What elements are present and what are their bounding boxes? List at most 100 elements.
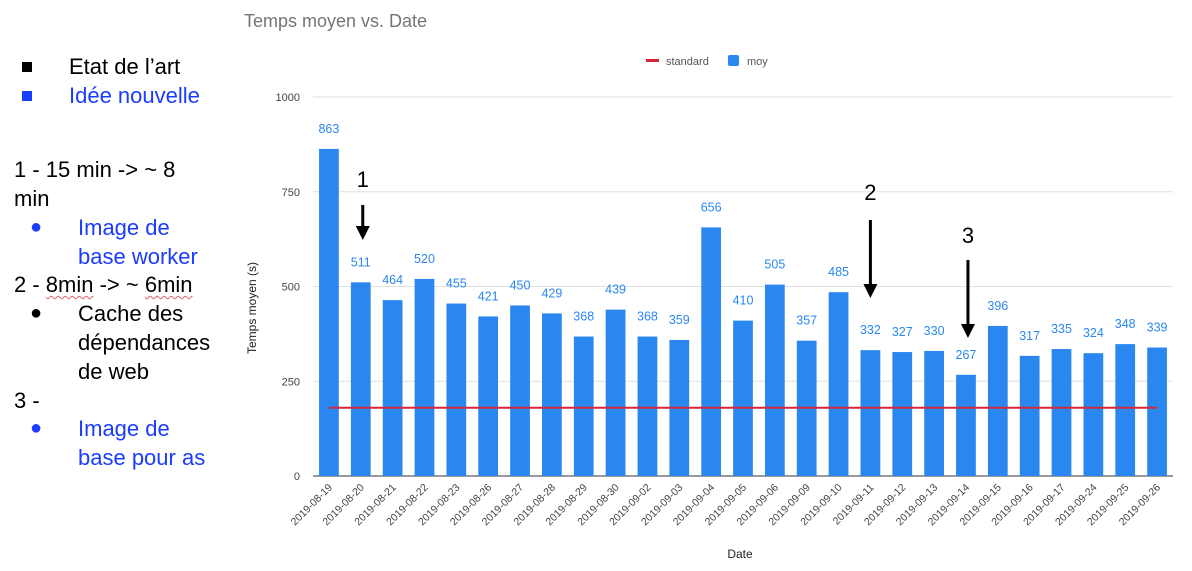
data-label: 439: [605, 283, 626, 297]
legend-label: Etat de l’art: [69, 54, 181, 79]
data-label: 317: [1019, 329, 1040, 343]
data-label: 656: [701, 200, 722, 214]
data-label: 324: [1083, 326, 1104, 340]
data-label: 368: [573, 310, 594, 324]
legend-label-moy: moy: [747, 56, 768, 68]
bullet-line: Image de: [78, 416, 170, 441]
data-label: 339: [1147, 321, 1168, 335]
arrow-down-icon: [960, 324, 975, 338]
annotation-number: 2: [864, 180, 876, 205]
data-label: 464: [382, 273, 403, 287]
y-tick-label: 250: [282, 376, 300, 388]
bar: [701, 227, 722, 476]
step-2-bullet: ● Cache des dépendances de web: [30, 299, 238, 386]
step-2-bullet-text: Cache des dépendances de web: [78, 299, 238, 386]
data-label: 455: [446, 277, 467, 291]
data-labels: 863 511 464 520 455 421 450 429 368 439 368 359 656 4…: [318, 122, 1167, 362]
data-label: 485: [828, 265, 849, 279]
annotation-number: 1: [357, 167, 369, 192]
step-2-sep: -> ~: [93, 272, 145, 297]
annotations: 1 2 3: [355, 167, 975, 338]
square-bullet-icon: [22, 91, 32, 101]
data-label: 327: [892, 325, 913, 339]
data-label: 511: [351, 255, 371, 269]
square-bullet-icon: [22, 62, 32, 72]
bar: [510, 305, 530, 476]
bar: [446, 303, 467, 476]
bar: [892, 352, 913, 476]
data-label: 396: [987, 299, 1008, 313]
bar: [987, 325, 1008, 476]
step-3-bullet: ● Image de base pour as: [30, 414, 238, 472]
data-label: 335: [1051, 322, 1072, 336]
bar: [1051, 349, 1072, 476]
bars: [319, 148, 1167, 476]
data-label: 505: [764, 258, 785, 272]
step-3-bullet-text: Image de base pour as: [78, 414, 238, 472]
bullet-line: base pour as: [78, 445, 206, 470]
bullet-line: Image de: [78, 215, 170, 240]
bullet-line: dépendances: [78, 330, 211, 355]
step-3-heading: 3 -: [14, 386, 40, 415]
step-1-line2: min: [14, 186, 50, 211]
y-axis-ticks: 0 250 500 750 1000: [276, 92, 300, 483]
y-axis-label: Temps moyen (s): [245, 262, 259, 354]
bullet-dot-icon: ●: [30, 417, 43, 439]
arrow-down-icon: [863, 284, 878, 298]
data-label: 330: [924, 324, 945, 338]
bar: [573, 336, 594, 476]
legend-swatch-moy: [728, 55, 739, 66]
bar: [733, 320, 753, 476]
x-axis-label: Date: [727, 547, 753, 561]
bar: [414, 278, 435, 476]
bar: [350, 282, 371, 476]
data-label: 332: [860, 323, 881, 337]
step-2-prefix: 2 -: [14, 272, 46, 297]
data-label: 348: [1115, 317, 1136, 331]
data-label: 520: [414, 252, 435, 266]
y-tick-label: 0: [294, 471, 300, 483]
data-label: 357: [796, 314, 817, 328]
legend-item-new-idea: Idée nouvelle: [22, 83, 200, 109]
step-3-line1: 3 -: [14, 388, 40, 413]
data-label: 863: [318, 122, 339, 136]
bullet-line: base worker: [78, 244, 198, 269]
step-2-to: 6min: [144, 272, 193, 297]
bar: [319, 148, 339, 476]
bullet-line: Cache des: [78, 301, 184, 326]
chart-legend: standard moy: [646, 55, 768, 68]
data-label: 429: [541, 286, 562, 300]
legend-label-standard: standard: [666, 56, 709, 68]
y-tick-label: 500: [282, 282, 300, 294]
bar: [860, 350, 881, 476]
step-1-heading: 1 - 15 min -> ~ 8 min: [14, 155, 175, 213]
bar: [956, 374, 976, 476]
bar: [637, 336, 658, 476]
bar: [542, 313, 562, 476]
step-1-bullet-text: Image de base worker: [78, 213, 238, 271]
data-label: 368: [637, 310, 658, 324]
chart-title: Temps moyen vs. Date: [244, 11, 427, 31]
bar: [478, 316, 499, 476]
legend-swatch-standard: [646, 59, 659, 62]
data-label: 267: [956, 348, 977, 362]
bar: [605, 309, 626, 476]
bar: [924, 350, 944, 476]
bar: [1019, 355, 1040, 476]
bar: [1083, 353, 1104, 476]
y-tick-label: 750: [282, 187, 300, 199]
bar: [1115, 344, 1136, 476]
notes-panel: Etat de l’art Idée nouvelle 1 - 15 min -…: [0, 0, 235, 571]
bar: [828, 292, 849, 476]
data-label: 450: [510, 278, 531, 292]
data-label: 421: [478, 289, 499, 303]
data-label: 359: [669, 313, 690, 327]
bullet-dot-icon: ●: [30, 216, 43, 238]
step-2-heading: 2 - 8min -> ~ 6min: [14, 270, 193, 299]
bullet-line: de web: [78, 359, 149, 384]
arrow-down-icon: [355, 226, 370, 240]
step-2-from: 8min: [45, 272, 94, 297]
bar: [382, 300, 403, 476]
y-tick-label: 1000: [276, 92, 300, 104]
